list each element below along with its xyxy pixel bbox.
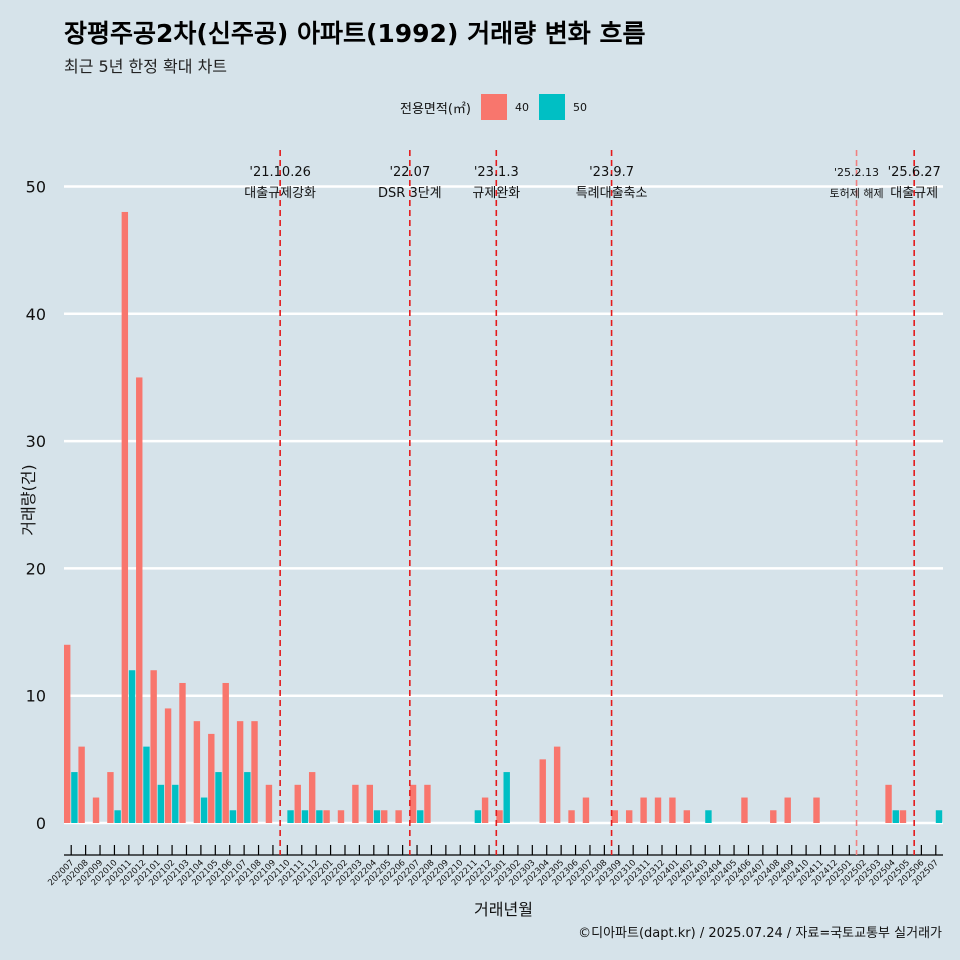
bar-40-202402	[683, 810, 691, 823]
bar-40-202401	[669, 797, 676, 823]
bar-40-202008	[78, 746, 85, 823]
bar-40-202201	[323, 810, 330, 823]
event-date-label: '21.10.26	[249, 165, 310, 180]
event-date-label: '23.9.7	[589, 165, 634, 180]
event-name-label: 규제완화	[472, 186, 520, 201]
bar-40-202007	[64, 644, 71, 823]
y-tick-label: 40	[26, 305, 46, 324]
bar-50-202104	[200, 797, 208, 823]
bar-40-202408	[770, 810, 777, 823]
bar-50-202107	[244, 772, 251, 823]
bar-40-202204	[366, 784, 374, 823]
bar-50-202007	[71, 772, 78, 823]
bar-50-202301	[503, 772, 510, 823]
event-name-label: 토허제 해제	[829, 186, 883, 200]
bar-40-202106	[222, 682, 229, 823]
bar-40-202102	[164, 708, 172, 823]
bar-50-202010	[114, 810, 121, 823]
bar-50-202211	[474, 810, 482, 823]
bar-40-202103	[179, 682, 186, 823]
y-tick-label: 50	[26, 178, 46, 197]
bar-40-202107	[236, 721, 244, 823]
legend: 전용면적(㎡) 40 50	[400, 92, 597, 122]
legend-swatch-40	[480, 94, 507, 120]
bar-40-202312	[654, 797, 662, 823]
x-axis-title: 거래년월	[474, 900, 533, 919]
bar-50-202101	[157, 784, 165, 823]
bar-40-202305	[553, 746, 561, 823]
bar-40-202009	[92, 797, 100, 823]
bar-40-202205	[381, 810, 388, 823]
legend-swatch-50	[538, 94, 565, 120]
bar-50-202204	[373, 810, 381, 823]
bar-40-202304	[539, 759, 546, 823]
bar-40-202307	[582, 797, 590, 823]
y-axis-title: 거래량(건)	[19, 464, 38, 535]
event-date-label: '23.1.3	[474, 165, 519, 180]
legend-title: 전용면적(㎡)	[400, 101, 471, 117]
bar-40-202203	[352, 784, 359, 823]
chart-title: 장평주공2차(신주공) 아파트(1992) 거래량 변화 흐름	[64, 19, 646, 48]
bar-50-202403	[705, 810, 712, 823]
bar-40-202207	[409, 784, 417, 823]
bar-40-202309	[611, 810, 618, 823]
bar-40-202011	[121, 211, 129, 823]
chart-subtitle: 최근 5년 한정 확대 차트	[64, 57, 228, 76]
bar-50-202110	[287, 810, 294, 823]
bar-40-202208	[424, 784, 431, 823]
bar-40-202112	[308, 772, 316, 823]
bar-40-202202	[337, 810, 345, 823]
bar-50-202102	[172, 784, 179, 823]
caption: ©디아파트(dapt.kr) / 2025.07.24 / 자료=국토교통부 실…	[578, 926, 942, 941]
event-date-label: '25.2.13	[834, 166, 879, 179]
event-date-label: '25.6.27	[888, 165, 941, 180]
bar-40-202306	[568, 810, 575, 823]
bar-40-202504	[885, 784, 892, 823]
bar-50-202507	[935, 810, 943, 823]
y-tick-label: 20	[26, 559, 46, 578]
legend-label-50: 50	[572, 100, 587, 114]
event-name-label: 대출규제강화	[244, 186, 316, 201]
bar-40-202301	[496, 810, 503, 823]
bar-40-202111	[294, 784, 301, 823]
bar-40-202411	[813, 797, 820, 823]
bar-50-202105	[215, 772, 222, 823]
bar-40-202101	[150, 670, 157, 823]
y-tick-label: 10	[26, 687, 46, 706]
y-tick-label: 30	[26, 432, 46, 451]
event-name-label: DSR 3단계	[378, 186, 442, 201]
bar-50-202207	[417, 810, 424, 823]
y-tick-label: 0	[36, 814, 46, 833]
bar-40-202406	[741, 797, 748, 823]
bar-40-202409	[784, 797, 791, 823]
bar-40-202109	[265, 784, 273, 823]
event-date-label: '22.07	[389, 165, 430, 180]
legend-label-40: 40	[514, 100, 529, 114]
bar-50-202111	[301, 810, 309, 823]
bar-50-202012	[143, 746, 150, 823]
bar-40-202212	[481, 797, 489, 823]
bar-50-202504	[892, 810, 899, 823]
bar-40-202505	[899, 810, 907, 823]
bar-40-202010	[107, 772, 114, 823]
bar-40-202310	[625, 810, 633, 823]
bar-50-202011	[128, 670, 136, 823]
bar-40-202104	[193, 721, 201, 823]
bar-40-202108	[251, 721, 258, 823]
bar-40-202206	[395, 810, 402, 823]
event-name-label: 대출규제	[890, 186, 938, 201]
bar-50-202112	[316, 810, 323, 823]
bar-40-202105	[208, 733, 215, 823]
bar-40-202012	[136, 377, 143, 823]
bar-50-202106	[229, 810, 237, 823]
event-name-label: 특례대출축소	[576, 186, 648, 201]
bar-40-202311	[640, 797, 647, 823]
